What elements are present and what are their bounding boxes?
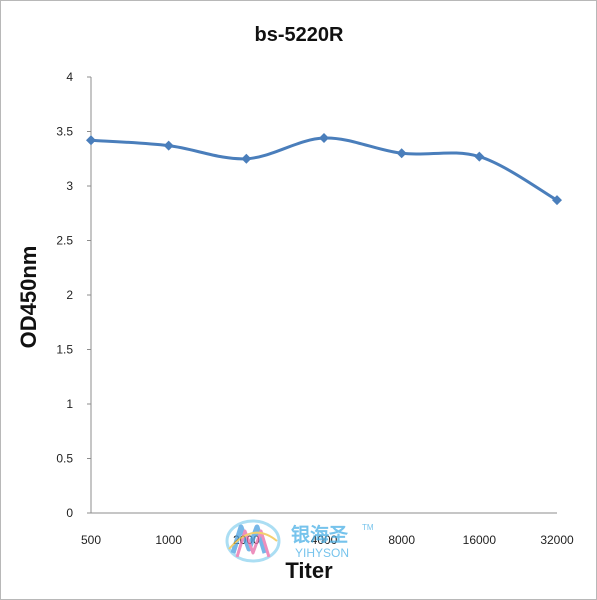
data-point-8000	[396, 148, 407, 159]
x-tick-label: 1000	[155, 533, 182, 547]
x-tick-label: 16000	[463, 533, 497, 547]
x-tick-labels: 500 1000 2000 4000 8000 16000 32000	[81, 533, 574, 547]
y-tick-label: 0	[66, 506, 73, 520]
data-point-16000	[474, 151, 485, 162]
watermark-cn-text: 银海圣	[291, 523, 349, 546]
data-point-32000	[552, 195, 562, 206]
y-tick-label: 2	[66, 288, 73, 302]
data-point-1000	[163, 140, 174, 151]
series-markers	[86, 133, 562, 206]
y-tick-label: 1	[66, 397, 73, 411]
x-axis-title: Titer	[285, 558, 333, 583]
x-tick-label: 500	[81, 533, 101, 547]
x-tick-label: 4000	[311, 533, 338, 547]
watermark-tm-text: TM	[362, 523, 374, 532]
series-line	[90, 136, 558, 202]
y-tick-label: 3.5	[56, 125, 73, 139]
y-tick-label: 2.5	[56, 234, 73, 248]
y-tick-label: 0.5	[56, 452, 73, 466]
watermark-en-text: YIHYSON	[295, 546, 349, 560]
x-tick-label: 32000	[540, 533, 574, 547]
chart-title: bs-5220R	[255, 24, 344, 46]
y-tick-label: 3	[66, 179, 73, 193]
y-axis-title: OD450nm	[16, 246, 41, 349]
y-tick-labels: 0 0.5 1 1.5 2 2.5 3 3.5 4	[56, 70, 91, 520]
x-tick-label: 8000	[388, 533, 415, 547]
y-tick-label: 4	[66, 70, 73, 84]
watermark-logo: 银海圣 TM YIHYSON	[225, 519, 374, 563]
data-point-500	[86, 135, 96, 146]
watermark-emblem-icon	[225, 519, 281, 563]
y-tick-label: 1.5	[56, 343, 73, 357]
data-point-4000	[319, 133, 329, 144]
data-point-2000	[241, 153, 252, 164]
